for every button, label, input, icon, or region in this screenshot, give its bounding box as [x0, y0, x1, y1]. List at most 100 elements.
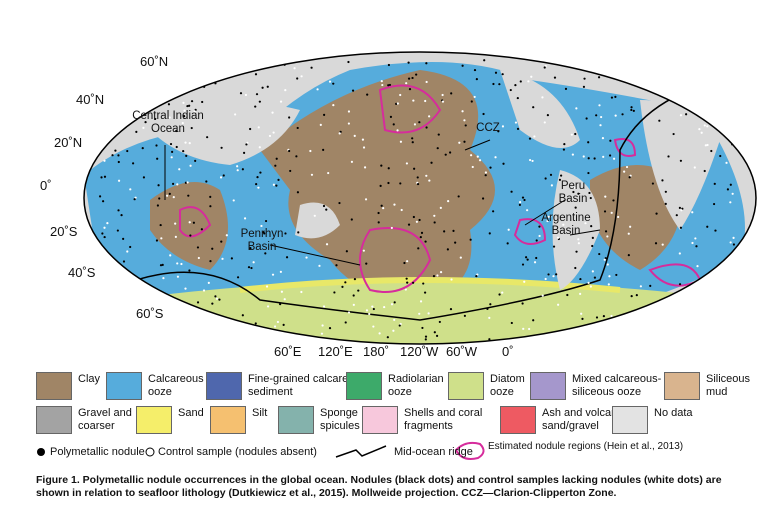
nodule-dot [135, 130, 138, 133]
nodule-dot [609, 139, 612, 142]
nodule-dot [590, 225, 593, 228]
nodule-dot [664, 202, 667, 205]
control-dot [362, 146, 366, 149]
legend-label: Calcareous ooze [148, 373, 204, 398]
control-dot [425, 80, 428, 84]
nodule-dot [264, 219, 268, 223]
nodule-dot [156, 157, 159, 160]
nodule-dot [209, 195, 212, 198]
control-dot [257, 126, 260, 129]
control-dot [368, 312, 371, 316]
control-dot [270, 60, 273, 64]
control-dot [101, 332, 104, 336]
control-dot [400, 208, 403, 212]
nodule-dot [297, 231, 300, 234]
nodule-dot [279, 303, 282, 306]
nodule-dot [528, 137, 532, 140]
nodule-dot [328, 327, 332, 330]
nodule-dot [443, 230, 446, 233]
nodule-dot [284, 232, 287, 235]
control-dot [252, 261, 255, 264]
control-dot [584, 222, 587, 225]
control-dot [679, 114, 683, 117]
control-dot [152, 75, 155, 78]
ridge-symbol [335, 445, 387, 458]
nodule-dot [188, 104, 191, 107]
control-dot [347, 122, 350, 125]
control-dot [575, 107, 578, 110]
control-dot [614, 114, 617, 117]
nodule-dot [133, 198, 136, 201]
control-dot [180, 61, 183, 65]
control-dot [372, 325, 375, 328]
control-dot [362, 249, 365, 252]
control-dot [110, 131, 113, 134]
nodule-dot [111, 154, 114, 157]
control-dot [730, 267, 734, 271]
control-dot [382, 207, 385, 210]
nodule-dot [241, 168, 244, 171]
nodule-dot [703, 169, 706, 173]
control-dot [570, 196, 573, 199]
control-dot [606, 263, 609, 266]
nodule-dot [679, 226, 683, 229]
nodule-dot [710, 149, 713, 153]
control-dot [327, 171, 330, 175]
nodule-dot [585, 117, 588, 120]
nodule-dot [591, 236, 594, 239]
control-dot [184, 141, 187, 144]
nodule-dot [506, 242, 509, 245]
control-dot [531, 159, 534, 163]
control-dot [579, 292, 582, 295]
control-dot [321, 324, 324, 327]
control-dot [156, 79, 160, 82]
nodule-dot [296, 126, 299, 130]
control-dot [655, 306, 658, 309]
control-dot [697, 297, 700, 300]
control-dot [130, 321, 134, 325]
control-dot [284, 89, 287, 92]
nodule-dot [289, 169, 292, 173]
nodule-dot [254, 322, 257, 325]
control-dot [396, 102, 399, 105]
nodule-dot [154, 117, 157, 121]
nodule-dot [430, 161, 433, 164]
nodule-dot [475, 275, 478, 278]
nodule-dot [629, 330, 632, 333]
nodule-dot [387, 167, 390, 170]
nodule-dot [184, 308, 187, 312]
control-dot [470, 154, 473, 157]
nodule-dot [144, 121, 147, 124]
nodule-dot [706, 59, 710, 62]
nodule-dot [201, 100, 204, 104]
nodule-dot [412, 281, 415, 284]
control-dot [729, 201, 732, 204]
nodule-dot [587, 141, 590, 144]
nodule-dot [558, 178, 562, 181]
nodule-dot [175, 145, 178, 149]
nodule-dot [654, 242, 658, 245]
nodule-dot [546, 114, 549, 117]
nodule-dot [416, 182, 420, 186]
nodule-dot [581, 65, 584, 69]
control-dot [718, 102, 722, 105]
region-label: Argentine Basin [541, 212, 591, 237]
control-dot [546, 219, 549, 223]
nodule-dot [579, 277, 582, 281]
nodule-dot [171, 150, 174, 153]
legend-label: Estimated nodule regions (Hein et al., 2… [488, 441, 684, 452]
control-dot [272, 131, 275, 134]
control-dot [526, 209, 529, 212]
nodule-dot [103, 175, 107, 178]
control-dot [178, 302, 181, 305]
nodule-dot [731, 61, 734, 64]
nodule-dot [562, 148, 566, 151]
nodule-dot [667, 155, 670, 158]
control-dot [273, 325, 277, 328]
control-dot [541, 294, 544, 297]
nodule-dot [182, 150, 185, 153]
nodule-dot [116, 110, 119, 113]
nodule-dot [412, 215, 415, 219]
control-dot [319, 123, 322, 126]
nodule-dot [486, 307, 489, 310]
